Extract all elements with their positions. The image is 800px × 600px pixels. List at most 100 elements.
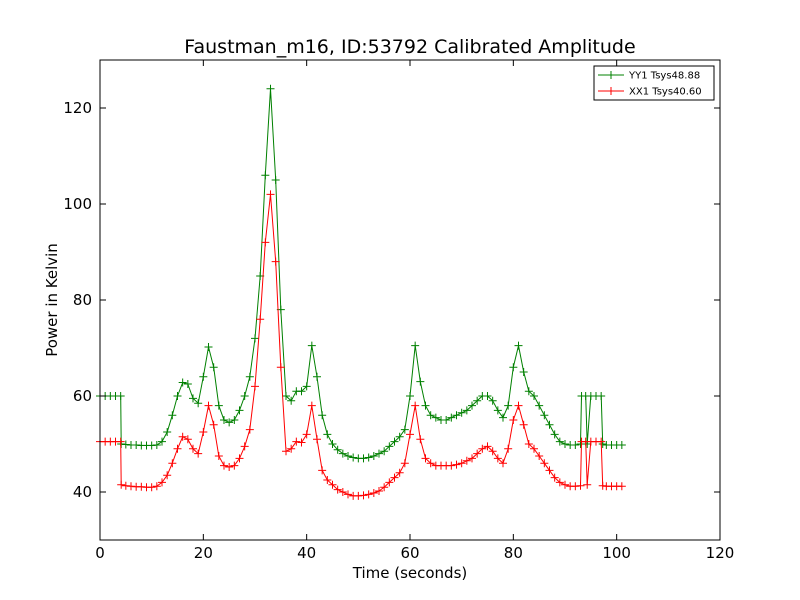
y-tick-label: 60	[73, 387, 92, 405]
data-point	[369, 452, 378, 460]
data-point	[483, 442, 492, 451]
data-point	[199, 428, 208, 436]
data-point	[344, 452, 352, 460]
data-point	[117, 480, 126, 489]
data-point	[468, 401, 476, 410]
data-point	[235, 454, 244, 463]
data-point	[168, 411, 177, 420]
data-point	[328, 480, 337, 489]
data-point	[571, 440, 580, 449]
data-point	[287, 396, 296, 405]
data-point	[261, 171, 270, 180]
data-point	[452, 460, 461, 469]
data-point	[555, 437, 564, 446]
data-point	[147, 483, 156, 492]
data-point	[380, 483, 389, 492]
data-point	[473, 396, 482, 405]
data-point	[400, 425, 409, 434]
data-point	[535, 401, 544, 410]
data-point	[214, 452, 223, 460]
data-point	[462, 406, 471, 415]
data-point	[524, 387, 533, 396]
data-point	[307, 341, 316, 350]
data-point	[158, 478, 166, 487]
data-point	[447, 461, 456, 470]
data-point	[545, 466, 554, 475]
data-point	[395, 468, 404, 477]
x-tick-label: 120	[706, 544, 735, 562]
data-point	[245, 425, 254, 434]
data-point	[442, 416, 451, 424]
data-point	[499, 413, 507, 422]
x-axis-label: Time (seconds)	[352, 564, 468, 582]
data-point	[561, 480, 569, 489]
data-point	[385, 442, 394, 451]
chart-title: Faustman_m16, ID:53792 Calibrated Amplit…	[184, 36, 635, 58]
plot-frame	[99, 59, 721, 541]
data-point	[282, 392, 290, 400]
data-point	[535, 452, 544, 460]
data-point	[313, 435, 321, 444]
data-point	[499, 459, 507, 468]
data-point	[194, 449, 203, 458]
data-point	[318, 466, 327, 475]
data-point	[204, 401, 213, 410]
data-point	[230, 416, 239, 424]
data-point	[421, 454, 430, 463]
data-point	[359, 454, 368, 463]
data-point	[483, 392, 492, 400]
data-point	[555, 478, 564, 487]
x-tick-label: 60	[400, 544, 419, 562]
data-point	[323, 430, 332, 439]
data-point	[318, 411, 327, 420]
data-point	[457, 408, 466, 417]
data-point	[209, 420, 218, 429]
legend: YY1 Tsys48.88 XX1 Tsys40.60	[593, 65, 715, 101]
y-axis-label: Power in Kelvin	[43, 243, 61, 357]
data-point	[385, 478, 394, 487]
data-point	[359, 491, 368, 500]
data-point	[488, 447, 497, 456]
data-point	[540, 459, 549, 468]
legend-item: XX1 Tsys40.60	[598, 87, 702, 98]
data-point	[251, 382, 259, 391]
data-point	[380, 447, 389, 456]
data-point	[411, 401, 420, 410]
data-point	[395, 432, 404, 441]
data-point	[375, 449, 383, 458]
data-point	[297, 438, 306, 447]
data-point	[519, 420, 528, 429]
data-point	[493, 454, 502, 463]
data-point	[240, 392, 249, 400]
data-point	[390, 473, 399, 482]
data-point	[189, 444, 197, 453]
legend-marker	[607, 87, 615, 95]
data-point	[545, 420, 554, 429]
data-point	[504, 444, 513, 453]
data-point	[230, 461, 239, 470]
data-point	[302, 382, 311, 391]
data-point	[266, 84, 275, 93]
x-tick-label: 0	[95, 544, 105, 562]
data-point	[214, 401, 223, 410]
data-point	[328, 440, 337, 448]
data-point	[209, 363, 218, 372]
data-point	[338, 488, 347, 496]
series-1	[96, 190, 626, 500]
data-point	[369, 488, 378, 497]
data-point	[302, 430, 311, 439]
data-point	[561, 440, 569, 448]
x-tick-label: 80	[504, 544, 523, 562]
data-point	[530, 392, 538, 400]
x-tick-label: 20	[194, 544, 213, 562]
data-point	[519, 368, 528, 376]
data-point	[375, 487, 383, 496]
data-point	[493, 406, 502, 415]
data-point	[158, 437, 166, 446]
data-point	[416, 435, 425, 444]
data-point	[421, 401, 430, 410]
data-point	[364, 490, 373, 499]
data-point	[235, 406, 244, 415]
data-point	[189, 394, 197, 403]
legend-label: YY1 Tsys48.88	[628, 71, 700, 82]
